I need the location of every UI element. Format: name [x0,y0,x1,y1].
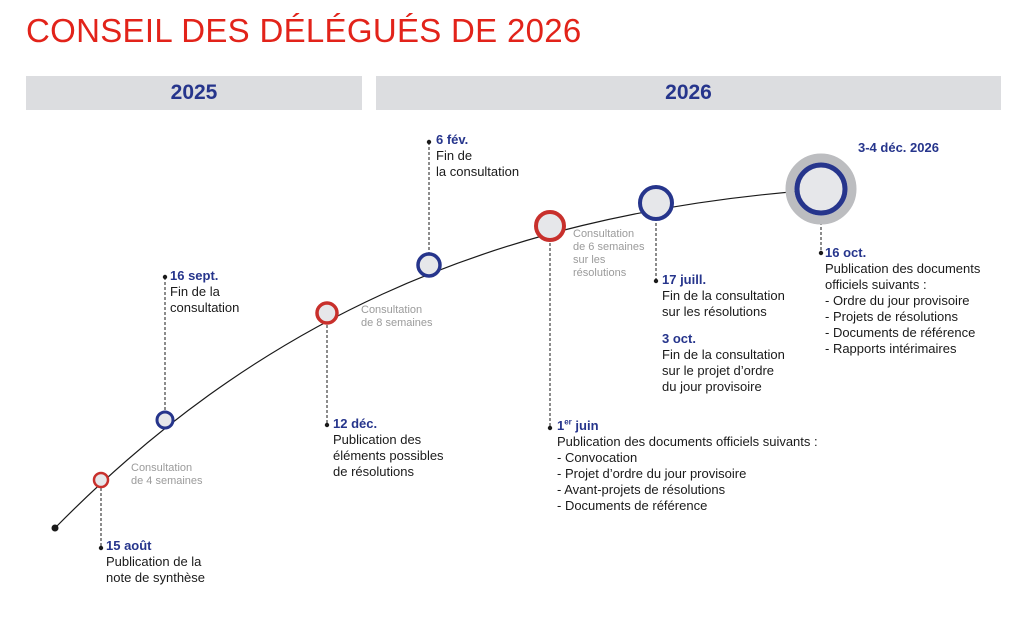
milestone-circle-1er-juin [534,210,566,242]
duration-6-semaines: Consultation de 6 semaines sur les résol… [573,228,645,280]
milestone-date: 3-4 déc. 2026 [858,140,939,155]
milestone-desc-line: du jour provisoire [662,379,762,394]
year-band-2026: 2026 [376,76,1001,110]
milestone-1er-juin: 1er juin Publication des documents offic… [557,418,818,514]
connector-dot-1er-juin [547,425,553,431]
duration-4-semaines: Consultation de 4 semaines [131,462,203,488]
year-label-2025: 2025 [170,81,218,104]
milestone-desc-line: sur le projet d’ordre [662,363,774,378]
milestone-desc-line: officiels suivants : [825,277,927,292]
milestone-16-sept: 16 sept. Fin de la consultation [170,268,239,316]
duration-line: Consultation [573,228,635,240]
milestone-circle-17-juill [638,185,674,221]
milestone-desc-line: note de synthèse [106,570,206,585]
duration-line: Consultation [361,304,423,316]
duration-line: de 4 semaines [131,475,203,487]
milestone-17-juill: 17 juill. Fin de la consultation sur les… [662,272,785,320]
milestone-desc-line: de résolutions [333,464,414,479]
connector-dot-16-sept [162,274,168,280]
milestone-desc-line: sur les résolutions [662,304,767,319]
milestone-desc-line: - Convocation [557,450,638,465]
milestone-date: 15 août [106,538,152,553]
milestone-circle-15-aout [92,471,110,489]
milestone-date: 6 fév. [436,132,469,147]
milestone-15-aout: 15 août Publication de la note de synthè… [106,538,205,586]
milestone-circle-3-4-dec [794,162,848,216]
duration-line: résolutions [573,267,627,279]
milestone-date: 3 oct. [662,331,696,346]
timeline-start-dot [51,524,59,532]
milestone-date-month: juin [571,418,599,433]
milestone-desc-line: Publication des documents [825,261,981,276]
milestone-3-oct: 3 oct. Fin de la consultation sur le pro… [662,331,785,395]
milestone-12-dec: 12 déc. Publication des éléments possibl… [333,416,444,480]
connector-dot-6-fev [426,139,432,145]
milestone-desc-line: Fin de la [170,284,220,299]
milestone-desc-line: Publication de la [106,554,202,569]
milestone-desc-line: la consultation [436,164,520,179]
page-title: CONSEIL DES DÉLÉGUÉS DE 2026 [26,12,582,49]
milestone-desc-line: Fin de [436,148,473,163]
milestone-circle-12-dec [315,301,339,325]
milestone-date-number: 1 [557,418,565,433]
milestone-desc-line: Fin de la consultation [662,347,785,362]
milestone-date: 12 déc. [333,416,378,431]
duration-line: de 6 semaines [573,241,645,253]
duration-line: Consultation [131,462,193,474]
connector-dot-16-oct [818,250,824,256]
milestone-date: 17 juill. [662,272,707,287]
milestone-desc-line: Publication des [333,432,422,447]
milestone-date-sup: er [564,417,572,427]
milestone-desc-line: - Documents de référence [825,325,976,340]
milestone-circle-16-sept [155,410,175,430]
milestone-desc-line: Publication des documents officiels suiv… [557,434,818,449]
milestone-6-fev: 6 fév. Fin de la consultation [436,132,519,180]
milestone-desc-line: - Ordre du jour provisoire [825,293,970,308]
milestone-desc-line: - Projets de résolutions [825,309,958,324]
duration-line: sur les [573,254,606,266]
timeline-curve [54,189,816,529]
milestone-desc-line: consultation [170,300,240,315]
milestone-desc-line: - Avant-projets de résolutions [557,482,726,497]
milestone-date: 1er juin [557,418,818,434]
milestone-date: 16 oct. [825,245,867,260]
milestone-date: 16 sept. [170,268,219,283]
milestone-desc-line: éléments possibles [333,448,444,463]
connector-dot-17-juill [653,278,659,284]
milestone-circle-6-fev [416,252,442,278]
milestone-desc-line: Fin de la consultation [662,288,785,303]
milestone-desc-line: - Rapports intérimaires [825,341,957,356]
milestone-16-oct: 16 oct. Publication des documents offici… [825,245,980,357]
milestone-desc-line: - Documents de référence [557,498,708,513]
year-band-2025: 2025 [26,76,362,110]
connector-dot-15-aout [98,545,104,551]
final-outer-ring [785,153,857,225]
duration-8-semaines: Consultation de 8 semaines [361,304,433,330]
milestone-3-4-dec: 3-4 déc. 2026 [858,140,939,156]
duration-line: de 8 semaines [361,317,433,329]
milestone-desc-line: - Projet d’ordre du jour provisoire [557,466,747,481]
year-label-2026: 2026 [665,81,712,104]
connector-dot-12-dec [324,422,330,428]
